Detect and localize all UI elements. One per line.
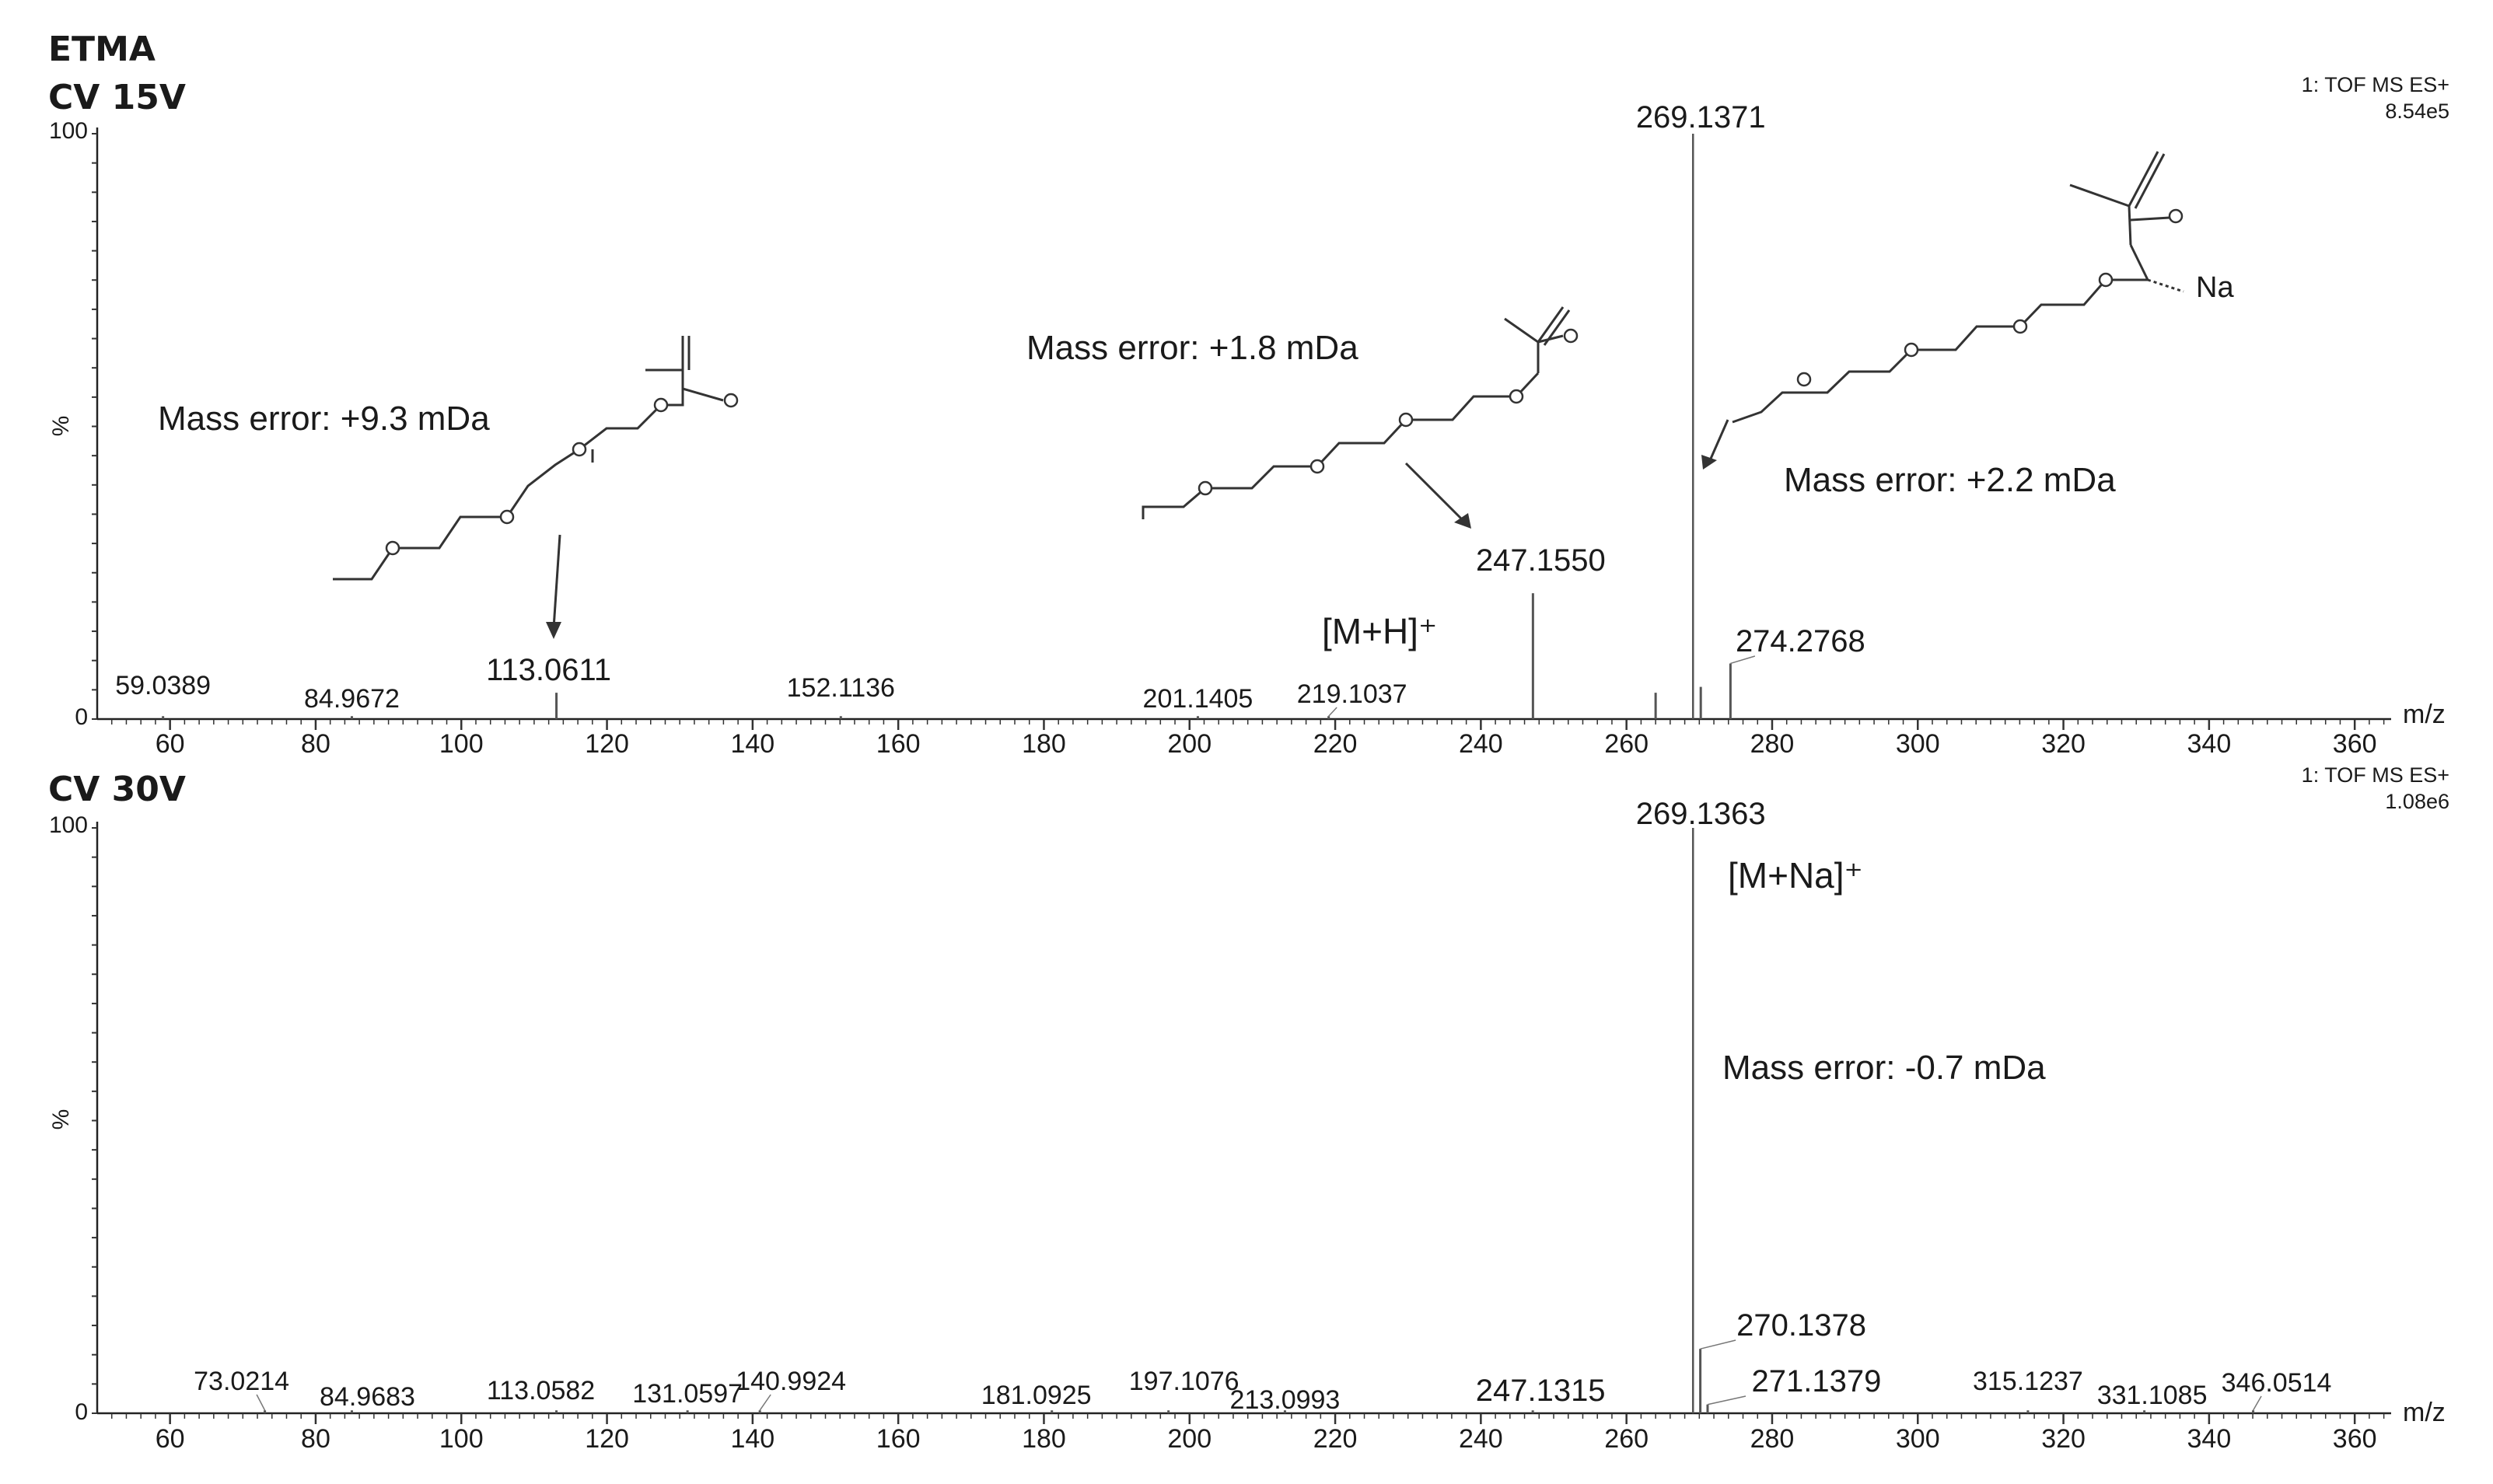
peak-label: 270.1378 [1736,1308,1866,1343]
panel1-annotation-mass-error-3: Mass error: +2.2 mDa [1784,461,2116,499]
peak-label-connector [1328,707,1337,717]
x-tick-label: 80 [301,1424,330,1454]
peak-label: 84.9683 [320,1382,415,1412]
peak-label: 113.0582 [487,1376,595,1405]
panel1-arrows [546,419,1729,639]
panel1-instrument: 1: TOF MS ES+ [2302,73,2449,96]
peak-label-connector [1700,1339,1736,1350]
panel2-xlabel: m/z [2403,1398,2446,1427]
x-tick-label: 180 [1022,1424,1066,1454]
peak-label: 269.1363 [1636,797,1766,831]
x-tick-label: 280 [1750,1424,1795,1454]
structure-mh [1142,306,1579,519]
x-tick-label: 220 [1313,1424,1358,1454]
peak-label: 274.2768 [1736,624,1865,658]
x-tick-label: 260 [1604,1424,1649,1454]
x-tick-label: 100 [439,729,484,759]
peak-label: 131.0597 [632,1379,743,1409]
peak-label: 219.1037 [1297,679,1407,709]
panel2-plot: 60 80 100 120 140 160 180 200 220 240 260 280 300 320… [49,797,2391,1454]
x-tick-label: 300 [1896,1424,1940,1454]
x-tick-label: 60 [156,1424,185,1454]
peak-label: 271.1379 [1752,1364,1882,1398]
peak-label: 201.1405 [1143,684,1253,714]
peak-label: 152.1136 [787,673,895,703]
peak-label-connector [759,1394,771,1411]
panel2-max-intensity: 1.08e6 [2385,790,2449,813]
y-tick-label: 0 [75,1399,88,1425]
panel1-ylabel: % [48,416,74,437]
panel2-instrument: 1: TOF MS ES+ [2302,763,2449,787]
peak-label: 181.0925 [981,1381,1092,1410]
y-tick-label: 100 [49,118,88,144]
peak-label: 315.1237 [1973,1367,2083,1396]
x-tick-label: 340 [2187,729,2232,759]
x-tick-label: 320 [2041,729,2086,759]
x-tick-label: 280 [1750,729,1795,759]
panel2-ion-label-mna: [M+Na]⁺ [1728,855,1863,896]
x-tick-label: 260 [1604,729,1649,759]
peak-label: 213.0993 [1230,1385,1341,1415]
peak-label: 331.1085 [2097,1381,2208,1410]
panel1-xlabel: m/z [2403,700,2446,729]
y-tick-label: 100 [49,812,88,838]
x-tick-label: 320 [2041,1424,2086,1454]
x-tick-label: 60 [156,729,185,759]
peak-label-connector [1707,1395,1746,1405]
panel2-ylabel: % [48,1109,74,1130]
peak-label-connector [256,1394,266,1411]
peak-label: 140.9924 [736,1367,846,1396]
peak-label: 247.1550 [1476,543,1606,578]
panel1-annotation-mass-error-2: Mass error: +1.8 mDa [1026,329,1358,367]
x-tick-label: 200 [1167,729,1212,759]
panel1-ion-label-mh: [M+H]⁺ [1322,611,1437,651]
x-tick-label: 120 [585,729,629,759]
peak-label: 113.0611 [486,653,611,687]
peak-label: 73.0214 [194,1367,289,1396]
x-tick-label: 140 [730,729,774,759]
x-tick-label: 340 [2187,1424,2232,1454]
panel1-annotation-mass-error-1: Mass error: +9.3 mDa [158,400,490,438]
x-tick-label: 80 [301,729,330,759]
y-tick-label: 0 [75,704,88,730]
x-tick-label: 220 [1313,729,1358,759]
peak-label: 247.1315 [1476,1374,1606,1408]
x-tick-label: 160 [876,1424,921,1454]
x-tick-label: 240 [1459,1424,1503,1454]
structure-mna [1732,151,2184,424]
x-tick-label: 120 [585,1424,629,1454]
panel1-title: CV 15V [48,78,186,117]
x-tick-label: 140 [730,1424,774,1454]
panel1-sodium-label: Na [2196,271,2234,304]
peak-label: 346.0514 [2222,1368,2332,1398]
x-tick-label: 100 [439,1424,484,1454]
x-tick-label: 180 [1022,729,1066,759]
x-tick-label: 360 [2333,729,2377,759]
peak-label: 59.0389 [115,671,211,700]
peak-label-connector [1730,655,1756,665]
peak-label-connector [2252,1395,2262,1411]
x-tick-label: 300 [1896,729,1940,759]
peak-label: 84.9672 [304,684,400,714]
compound-label: ETMA [48,30,156,69]
peak-label: 269.1371 [1636,100,1766,134]
panel1-plot: 60 80 100 120 140 160 180 200 220 240 260 280 300 320… [49,100,2391,759]
x-tick-label: 360 [2333,1424,2377,1454]
panel2-annotation-mass-error: Mass error: -0.7 mDa [1722,1049,2046,1087]
panel2-title: CV 30V [48,770,186,809]
structure-fragment-113 [333,336,739,581]
x-tick-label: 160 [876,729,921,759]
panel1-max-intensity: 8.54e5 [2385,100,2449,123]
peak-label: 197.1076 [1129,1367,1240,1396]
x-tick-label: 240 [1459,729,1503,759]
x-tick-label: 200 [1167,1424,1212,1454]
